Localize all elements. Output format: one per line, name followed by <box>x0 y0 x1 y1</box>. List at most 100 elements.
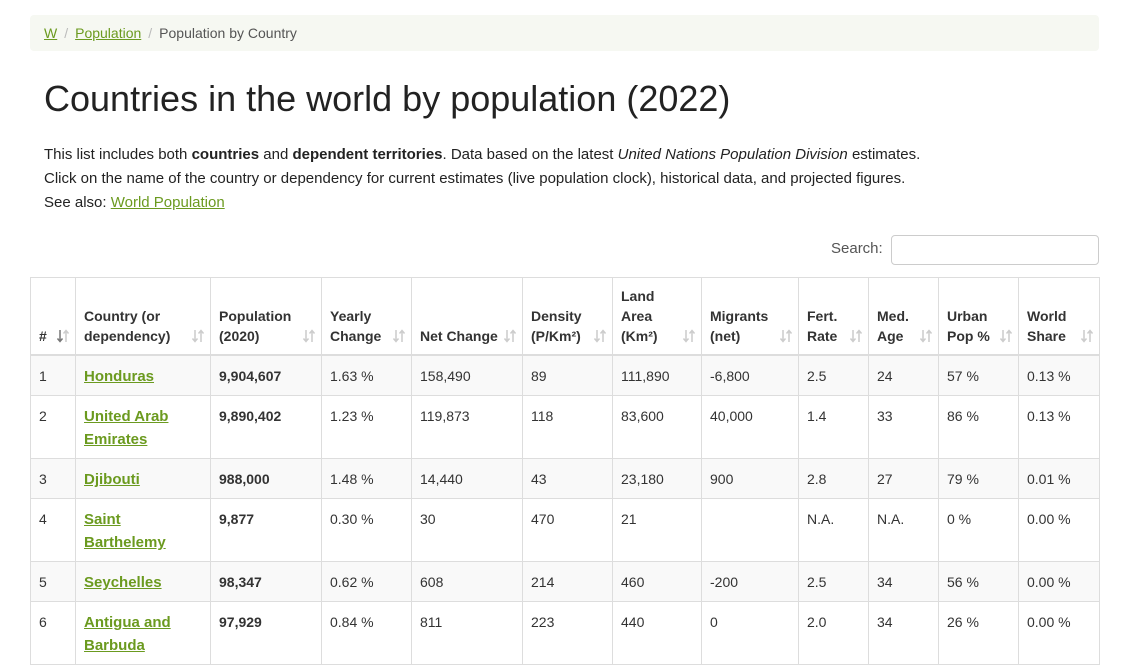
table-cell: -6,800 <box>701 354 799 396</box>
table-cell: 34 <box>868 561 939 602</box>
header-text: Med. Age <box>877 308 909 344</box>
table-cell: 27 <box>868 458 939 499</box>
table-cell: 0.00 % <box>1018 561 1100 602</box>
sort-icon <box>594 329 606 343</box>
header-row: # Country (or dependency) Population (2020… <box>30 277 1100 356</box>
table-cell: 0 % <box>938 498 1019 562</box>
country-link[interactable]: Saint Barthelemy <box>84 511 166 551</box>
table-cell <box>701 498 799 562</box>
italic-text: United Nations Population Division <box>617 146 848 163</box>
table-cell: 214 <box>522 561 613 602</box>
table-cell: 0.84 % <box>321 601 412 665</box>
table-cell: 4 <box>30 498 76 562</box>
table-cell: 30 <box>411 498 523 562</box>
country-link[interactable]: Seychelles <box>84 574 162 591</box>
table-cell: 0.13 % <box>1018 354 1100 396</box>
column-header[interactable]: World Share <box>1018 277 1100 356</box>
table-cell: 5 <box>30 561 76 602</box>
header-text: Net Change <box>420 328 498 344</box>
column-header[interactable]: Density (P/Km²) <box>522 277 613 356</box>
table-cell: 1 <box>30 354 76 396</box>
table-cell: 3 <box>30 458 76 499</box>
table-cell: 2 <box>30 395 76 459</box>
table-cell: 83,600 <box>612 395 702 459</box>
table-cell: 811 <box>411 601 523 665</box>
table-cell: Honduras <box>75 354 211 396</box>
column-header[interactable]: Yearly Change <box>321 277 412 356</box>
table-cell: 608 <box>411 561 523 602</box>
column-header[interactable]: # <box>30 277 76 356</box>
table-cell: 470 <box>522 498 613 562</box>
table-cell: 43 <box>522 458 613 499</box>
table-cell: 460 <box>612 561 702 602</box>
table-cell: 223 <box>522 601 613 665</box>
table-cell: Seychelles <box>75 561 211 602</box>
country-link[interactable]: Djibouti <box>84 471 140 488</box>
intro-line: Click on the name of the country or depe… <box>44 170 906 187</box>
breadcrumb-link[interactable]: Population <box>75 25 142 41</box>
country-link[interactable]: Honduras <box>84 368 155 385</box>
table-cell: 86 % <box>938 395 1019 459</box>
table-cell: 14,440 <box>411 458 523 499</box>
table-cell: 0 <box>701 601 799 665</box>
header-text: Fert. Rate <box>807 308 838 344</box>
table-cell: 9,890,402 <box>210 395 322 459</box>
table-row: 6 Antigua and Barbuda 97,929 0.84 % 811 223 44… <box>30 601 1100 665</box>
table-cell: 1.48 % <box>321 458 412 499</box>
table-row: 3 Djibouti 988,000 1.48 % 14,440 43 23,180 900 2… <box>30 458 1100 499</box>
table-row: 4 Saint Barthelemy 9,877 0.30 % 30 470 21 N.A. N… <box>30 498 1100 562</box>
table-cell: -200 <box>701 561 799 602</box>
column-header[interactable]: Urban Pop % <box>938 277 1019 356</box>
table-cell: 0.00 % <box>1018 498 1100 562</box>
table-cell: 900 <box>701 458 799 499</box>
sort-icon <box>780 329 792 343</box>
table-cell: N.A. <box>798 498 869 562</box>
table-cell: 158,490 <box>411 354 523 396</box>
header-text: Country (or dependency) <box>84 308 171 344</box>
table-cell: 2.5 <box>798 561 869 602</box>
sort-icon <box>683 329 695 343</box>
separator: / <box>148 25 153 41</box>
sort-icon <box>1000 329 1012 343</box>
text: This list includes both <box>44 146 188 163</box>
table-cell: 9,877 <box>210 498 322 562</box>
column-header[interactable]: Net Change <box>411 277 523 356</box>
table-cell: 9,904,607 <box>210 354 322 396</box>
column-header[interactable]: Land Area (Km²) <box>612 277 702 356</box>
separator: / <box>64 25 69 41</box>
table-cell: Djibouti <box>75 458 211 499</box>
header-text: Urban Pop % <box>947 308 990 344</box>
column-header[interactable]: Population (2020) <box>210 277 322 356</box>
sort-icon <box>850 329 862 343</box>
table-cell: 2.5 <box>798 354 869 396</box>
table-cell: 98,347 <box>210 561 322 602</box>
table-cell: Saint Barthelemy <box>75 498 211 562</box>
table-row: 5 Seychelles 98,347 0.62 % 608 214 460 -200 2.5 3… <box>30 561 1100 602</box>
sort-icon <box>1081 329 1093 343</box>
column-header[interactable]: Med. Age <box>868 277 939 356</box>
link[interactable]: World Population <box>110 194 225 211</box>
column-header[interactable]: Migrants (net) <box>701 277 799 356</box>
header-text: World Share <box>1027 308 1067 344</box>
table-cell: 440 <box>612 601 702 665</box>
breadcrumb-current: Population by Country <box>159 25 297 41</box>
country-link[interactable]: Antigua and Barbuda <box>84 614 171 654</box>
country-link[interactable]: United Arab Emirates <box>84 408 169 448</box>
header-text: Yearly Change <box>330 308 382 344</box>
table-cell: 40,000 <box>701 395 799 459</box>
table-cell: 1.23 % <box>321 395 412 459</box>
breadcrumb: W / Population / Population by Country <box>30 15 1099 51</box>
page: {"breadcrumb": ["W", "Population", "Popu… <box>30 15 1100 665</box>
column-header[interactable]: Fert. Rate <box>798 277 869 356</box>
table-cell: 2.0 <box>798 601 869 665</box>
header-text: # <box>39 328 47 344</box>
table-cell: 111,890 <box>612 354 702 396</box>
table-row: 2 United Arab Emirates 9,890,402 1.23 % 119,… <box>30 395 1100 459</box>
bold-text: countries <box>191 146 260 163</box>
table-cell: 1.4 <box>798 395 869 459</box>
search-input[interactable] <box>891 235 1099 265</box>
intro: This list includes both countries and de… <box>44 143 920 215</box>
page-body: W / Population / Population by Country Count… <box>30 15 1100 665</box>
breadcrumb-link[interactable]: W <box>44 25 58 41</box>
column-header[interactable]: Country (or dependency) <box>75 277 211 356</box>
